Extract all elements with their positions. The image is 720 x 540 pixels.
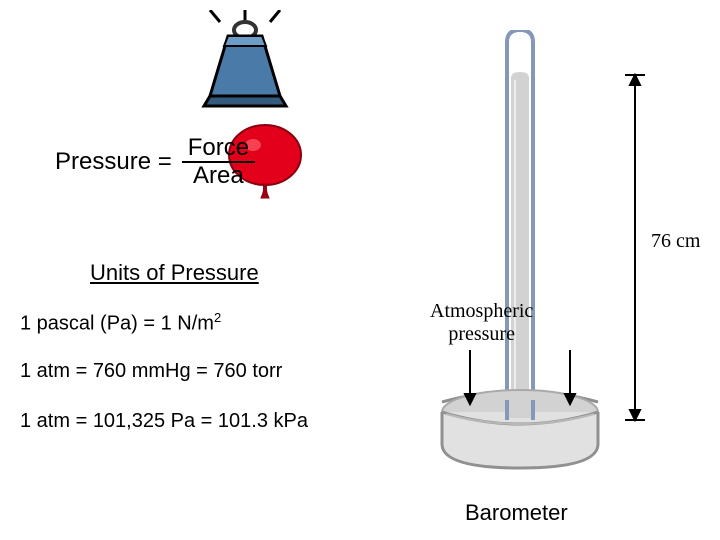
atm-label-text: Atmosphericpressure bbox=[430, 300, 533, 345]
height-label: 76 cm bbox=[651, 230, 700, 253]
unit-mmhg: 1 atm = 760 mmHg = 760 torr bbox=[20, 360, 282, 383]
unit-pascal: 1 pascal (Pa) = 1 N/m2 bbox=[20, 310, 221, 336]
unit-pascal-sup: 2 bbox=[214, 310, 221, 325]
atmospheric-pressure-label: Atmosphericpressure bbox=[430, 300, 533, 346]
pressure-formula: Pressure = Force Area bbox=[55, 135, 255, 190]
barometer-diagram: Atmosphericpressure 76 cm bbox=[415, 30, 705, 470]
units-heading: Units of Pressure bbox=[90, 260, 259, 286]
formula-denominator: Area bbox=[187, 163, 250, 189]
weight-clipart bbox=[200, 10, 290, 115]
unit-pascal-text: 1 pascal (Pa) = 1 N/m bbox=[20, 313, 214, 335]
barometer-caption: Barometer bbox=[465, 500, 568, 526]
formula-fraction: Force Area bbox=[182, 135, 255, 190]
formula-numerator: Force bbox=[182, 135, 255, 163]
unit-kpa: 1 atm = 101,325 Pa = 101.3 kPa bbox=[20, 410, 308, 433]
formula-lhs: Pressure = bbox=[55, 148, 172, 176]
